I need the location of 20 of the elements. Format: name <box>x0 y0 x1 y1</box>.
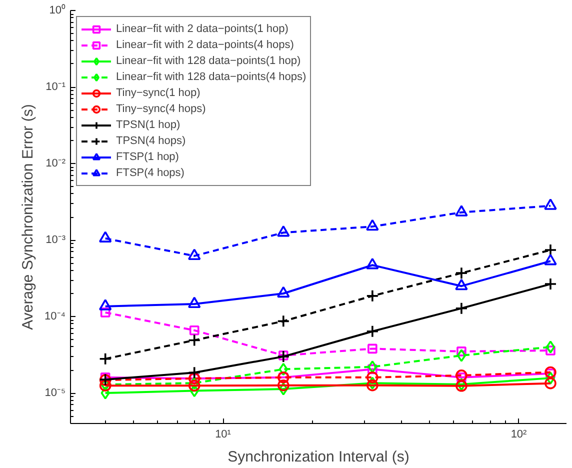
legend-label: Linear−fit with 128 data−points(4 hops) <box>116 71 306 83</box>
legend-label: Linear−fit with 2 data−points(4 hops) <box>116 39 294 51</box>
legend-label: FTSP(1 hop) <box>116 151 179 163</box>
y-tick-label: 10⁻⁵ <box>44 387 66 400</box>
legend-label: Tiny−sync(4 hops) <box>116 103 206 115</box>
legend-label: TPSN(1 hop) <box>116 119 180 131</box>
x-axis-title: Synchronization Interval (s) <box>228 448 410 466</box>
y-tick-label: 10⁻² <box>46 158 66 170</box>
y-tick-label: 10⁻¹ <box>46 81 66 94</box>
x-tick-label: 10¹ <box>215 428 232 440</box>
legend-label: TPSN(4 hops) <box>116 135 186 147</box>
y-tick-label: 10⁻³ <box>46 234 66 246</box>
legend-label: FTSP(4 hops) <box>116 167 184 179</box>
x-tick-label: 10² <box>510 428 528 440</box>
legend-label: Tiny−sync(1 hop) <box>116 87 200 99</box>
y-tick-label: 10⁻⁴ <box>44 310 66 323</box>
y-axis-title: Average Synchronization Error (s) <box>20 104 37 330</box>
legend-label: Linear−fit with 128 data−points(1 hop) <box>116 55 301 67</box>
y-tick-label: 10⁰ <box>49 4 66 16</box>
legend-label: Linear−fit with 2 data−points(1 hop) <box>116 23 288 35</box>
